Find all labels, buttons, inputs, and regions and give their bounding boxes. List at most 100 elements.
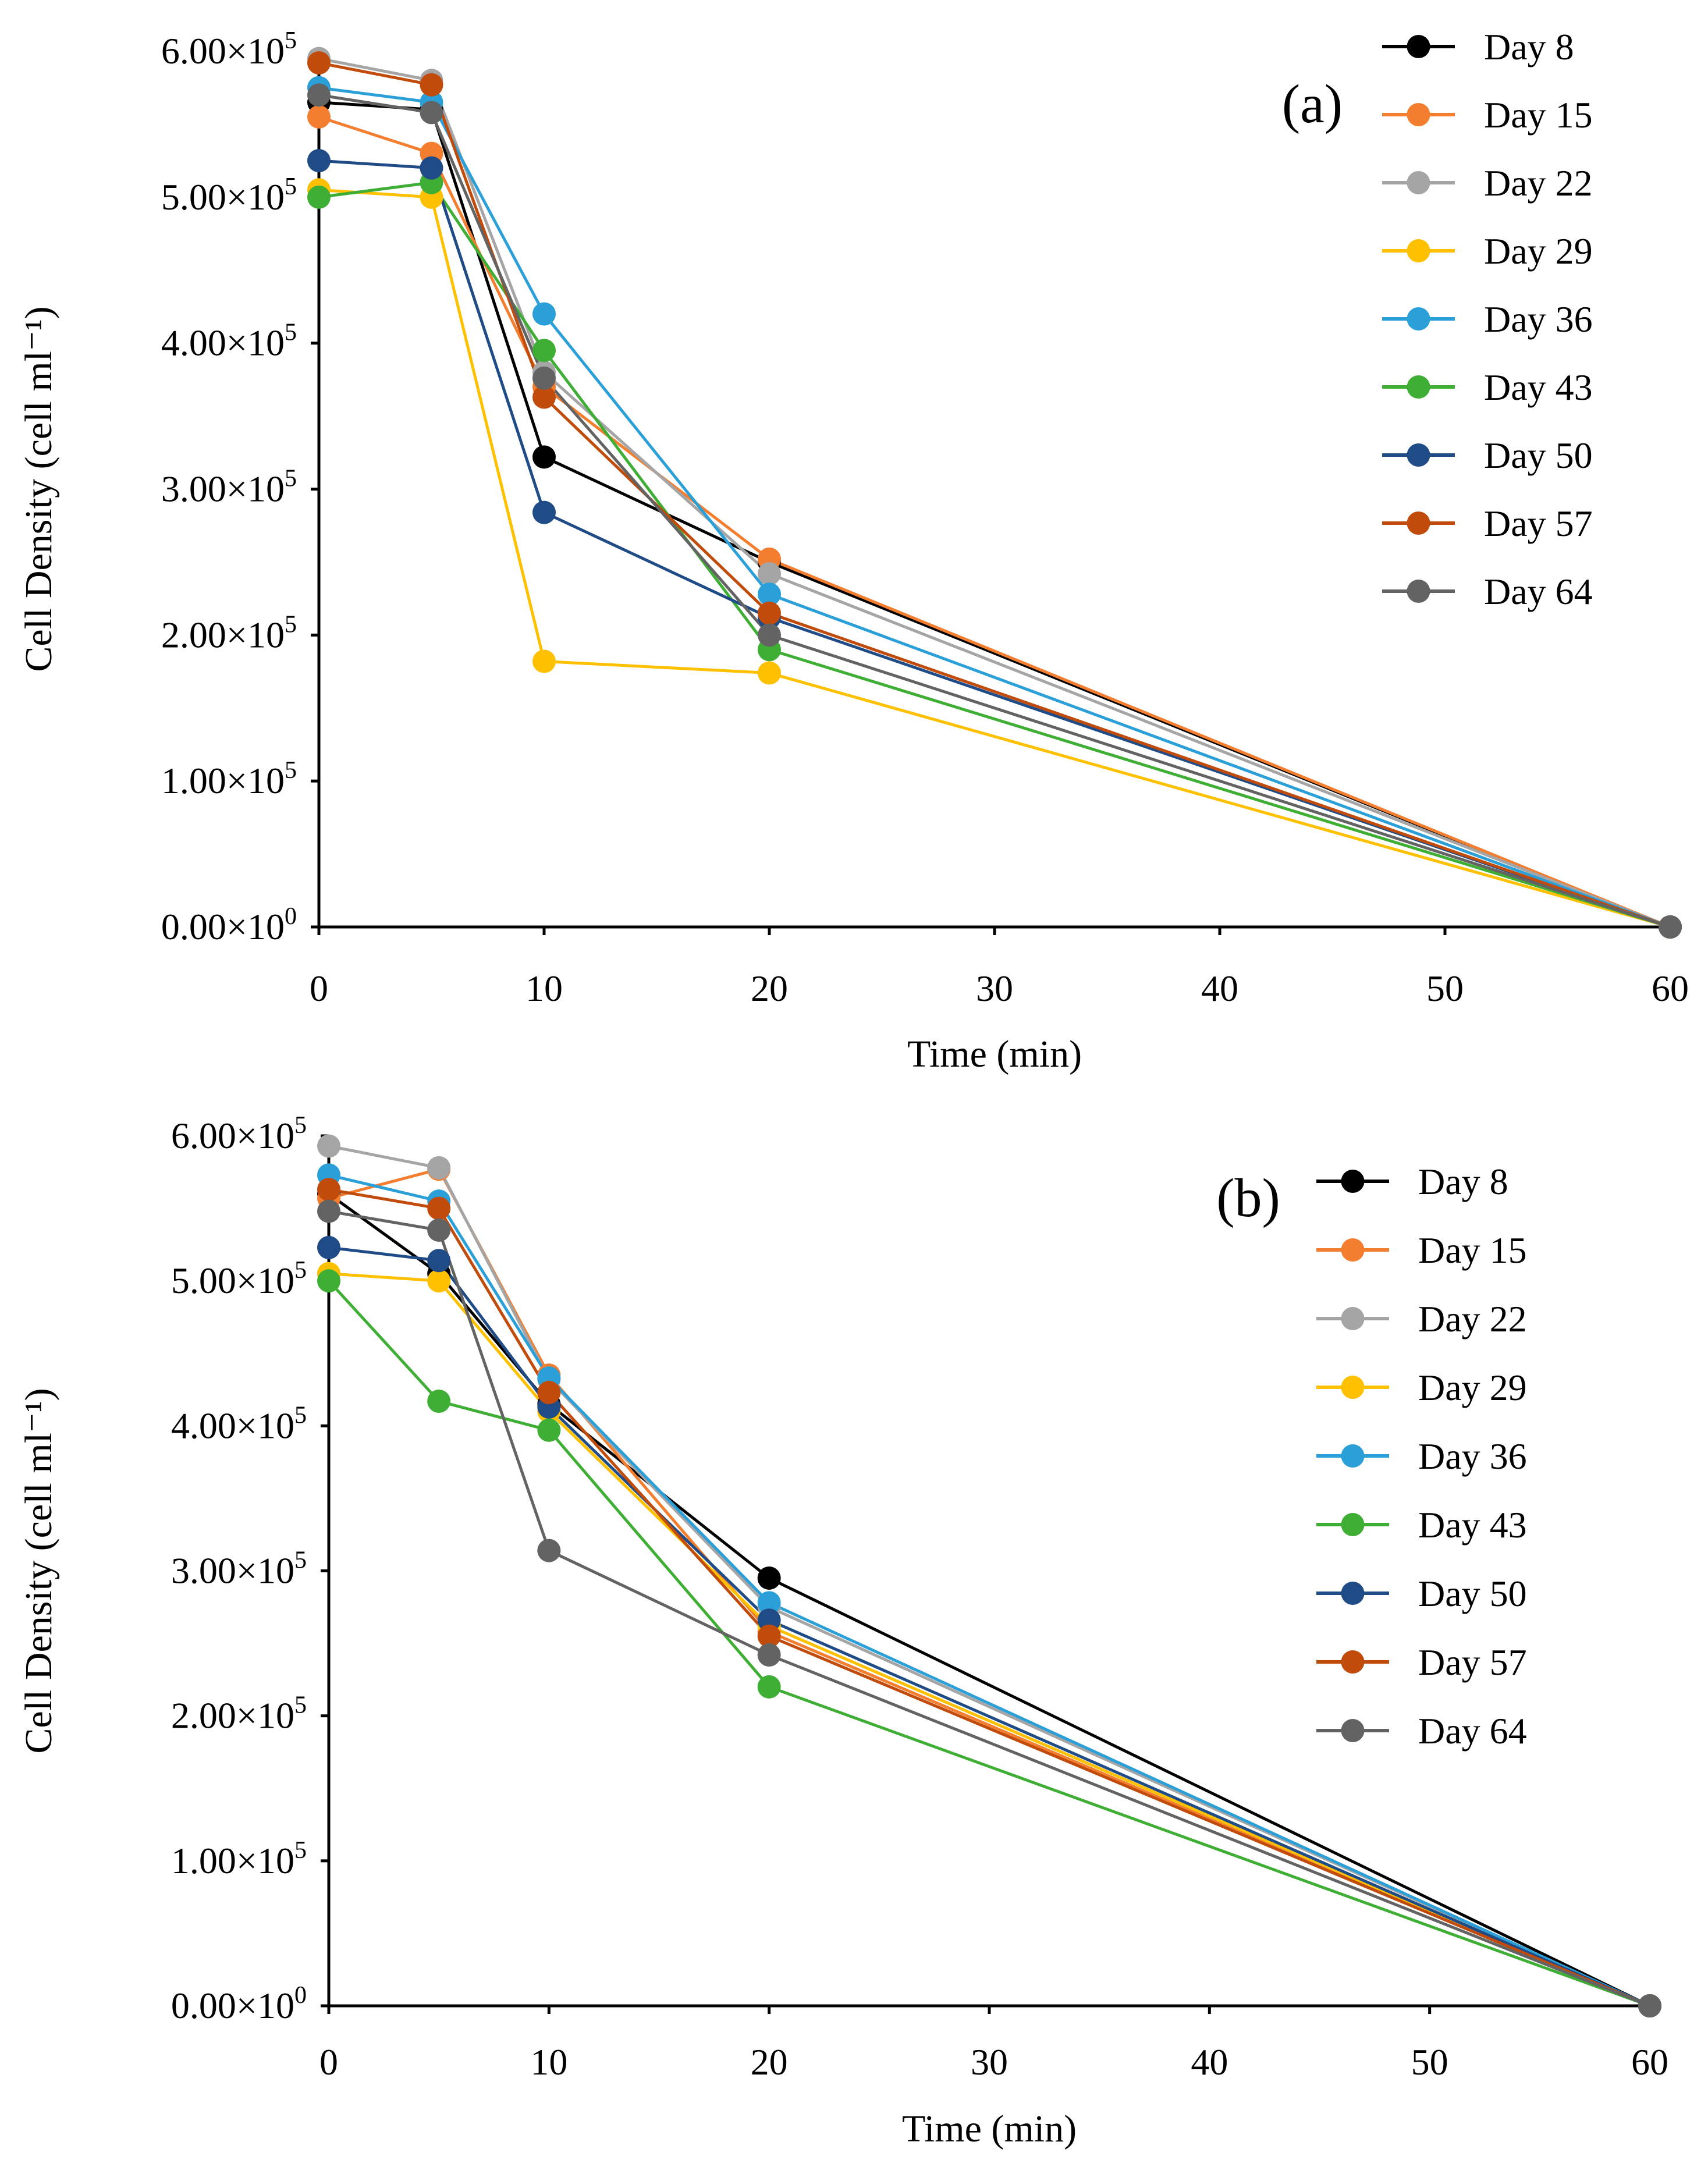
data-point-day-43 xyxy=(317,1269,340,1293)
legend-swatch-marker xyxy=(1341,1719,1365,1742)
data-point-day-64 xyxy=(317,1199,340,1223)
data-point-day-8 xyxy=(532,445,556,469)
panel-label: (b) xyxy=(1216,1168,1280,1228)
legend-swatch-marker xyxy=(1407,239,1430,262)
legend-label: Day 29 xyxy=(1418,1367,1527,1408)
y-tick-label: 3.00×105 xyxy=(171,1547,307,1592)
y-tick-label: 1.00×105 xyxy=(171,1837,307,1881)
legend-swatch-marker xyxy=(1341,1650,1365,1674)
legend-label: Day 57 xyxy=(1418,1642,1527,1683)
data-point-day-29 xyxy=(758,661,781,685)
data-point-day-22 xyxy=(758,562,781,585)
legend-swatch-marker xyxy=(1407,35,1430,58)
legend-swatch-marker xyxy=(1341,1170,1365,1193)
data-point-day-57 xyxy=(317,1178,340,1202)
data-point-day-64 xyxy=(532,366,556,390)
legend: Day 8 Day 15 Day 22 Day 29 Day 36 Day 43 Day 5… xyxy=(1316,1161,1527,1752)
legend-label: Day 29 xyxy=(1484,230,1593,272)
data-point-day-36 xyxy=(758,582,781,606)
x-tick-label: 30 xyxy=(971,2041,1008,2083)
x-tick-label: 10 xyxy=(530,2041,567,2083)
x-tick-label: 30 xyxy=(976,968,1013,1009)
legend-label: Day 43 xyxy=(1418,1504,1527,1546)
data-point-day-64 xyxy=(758,623,781,647)
y-tick-label: 5.00×105 xyxy=(171,1257,307,1301)
data-point-day-29 xyxy=(532,649,556,673)
legend-label: Day 22 xyxy=(1418,1298,1527,1340)
x-tick-label: 20 xyxy=(751,968,788,1009)
legend-swatch-marker xyxy=(1341,1582,1365,1605)
legend-label: Day 15 xyxy=(1484,94,1593,136)
data-point-day-50 xyxy=(307,149,331,173)
legend-label: Day 64 xyxy=(1418,1710,1527,1752)
data-point-day-64 xyxy=(307,83,331,107)
data-point-day-57 xyxy=(757,1624,781,1648)
data-point-day-22 xyxy=(427,1156,451,1180)
data-point-day-50 xyxy=(317,1235,340,1259)
legend-label: Day 36 xyxy=(1418,1436,1527,1477)
data-point-day-36 xyxy=(757,1591,781,1615)
y-tick-label: 1.00×105 xyxy=(161,757,297,801)
x-tick-label: 0 xyxy=(319,2041,338,2083)
data-point-day-57 xyxy=(420,73,443,97)
chart-panel-b: 0.00×100 1.00×105 2.00×105 3.00×105 4.00×105… xyxy=(17,1112,1668,2150)
legend-swatch-marker xyxy=(1407,580,1430,603)
y-axis-title: Cell Density (cell ml⁻¹) xyxy=(17,1388,60,1753)
data-point-day-64 xyxy=(1638,1994,1661,2017)
legend-label: Day 64 xyxy=(1484,571,1593,612)
x-tick-label: 20 xyxy=(751,2041,788,2083)
x-tick-label: 50 xyxy=(1411,2041,1448,2083)
data-point-day-64 xyxy=(420,101,443,125)
x-tick-label: 10 xyxy=(525,968,563,1009)
legend-swatch-marker xyxy=(1407,443,1430,467)
data-point-day-29 xyxy=(427,1269,451,1293)
data-point-day-43 xyxy=(757,1675,781,1699)
legend-label: Day 36 xyxy=(1484,299,1593,340)
y-tick-label: 0.00×100 xyxy=(161,903,297,947)
data-point-day-43 xyxy=(427,1389,451,1413)
data-point-day-43 xyxy=(307,185,331,209)
data-point-day-15 xyxy=(307,105,331,129)
data-point-day-43 xyxy=(537,1418,561,1442)
data-point-day-64 xyxy=(1659,915,1682,939)
y-tick-label: 6.00×105 xyxy=(161,27,297,72)
legend-swatch-marker xyxy=(1407,375,1430,399)
legend-swatch-marker xyxy=(1341,1444,1365,1468)
data-point-day-57 xyxy=(532,385,556,409)
data-point-day-50 xyxy=(532,500,556,524)
x-tick-label: 40 xyxy=(1191,2041,1228,2083)
y-tick-label: 3.00×105 xyxy=(161,466,297,510)
legend-swatch-marker xyxy=(1407,171,1430,194)
x-axis-title: Time (min) xyxy=(902,2108,1077,2150)
x-tick-label: 60 xyxy=(1631,2041,1668,2083)
y-tick-label: 6.00×105 xyxy=(171,1112,307,1156)
legend-swatch-marker xyxy=(1407,307,1430,331)
chart-panel-a: 0.00×100 1.00×105 2.00×105 3.00×105 4.00×105… xyxy=(17,26,1689,1075)
data-point-day-57 xyxy=(307,51,331,75)
y-tick-label: 0.00×100 xyxy=(171,1982,307,2026)
y-tick-label: 2.00×105 xyxy=(171,1692,307,1736)
data-point-day-57 xyxy=(758,601,781,625)
legend-label: Day 8 xyxy=(1484,26,1574,68)
data-point-day-22 xyxy=(317,1134,340,1158)
y-tick-label: 4.00×105 xyxy=(171,1402,307,1446)
legend-label: Day 22 xyxy=(1484,162,1593,204)
legend-label: Day 8 xyxy=(1418,1161,1508,1202)
legend-label: Day 50 xyxy=(1484,435,1593,476)
legend: Day 8 Day 15 Day 22 Day 29 Day 36 Day 43 Day 5… xyxy=(1382,26,1593,612)
y-tick-label: 2.00×105 xyxy=(161,611,297,655)
x-tick-label: 50 xyxy=(1426,968,1464,1009)
data-point-day-50 xyxy=(427,1249,451,1273)
x-tick-label: 0 xyxy=(310,968,328,1009)
legend-swatch-marker xyxy=(1341,1376,1365,1399)
data-point-day-57 xyxy=(427,1196,451,1220)
y-tick-label: 4.00×105 xyxy=(161,319,297,364)
x-tick-label: 60 xyxy=(1652,968,1689,1009)
data-point-day-36 xyxy=(532,302,556,326)
data-point-day-64 xyxy=(757,1643,781,1667)
legend-swatch-marker xyxy=(1341,1238,1365,1262)
legend-label: Day 50 xyxy=(1418,1573,1527,1614)
x-tick-label: 40 xyxy=(1201,968,1238,1009)
legend-swatch-marker xyxy=(1341,1307,1365,1330)
